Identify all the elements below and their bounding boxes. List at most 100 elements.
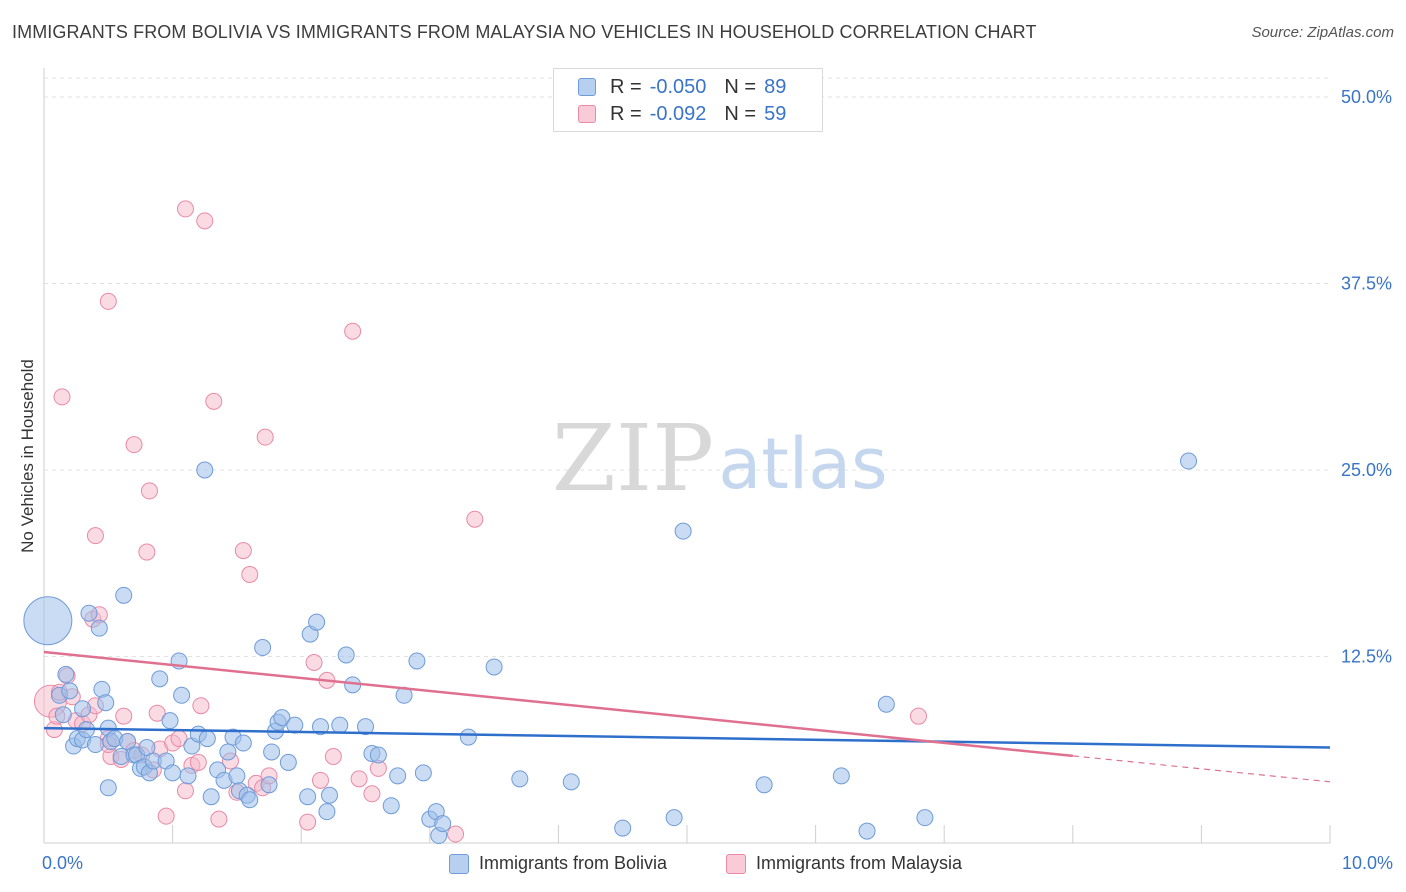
legend-n-label: N = — [724, 75, 757, 98]
watermark: ZIP atlas — [552, 405, 888, 512]
point-bolivia — [858, 822, 876, 840]
point-malaysia — [234, 542, 252, 560]
legend-r-value: -0.092 — [649, 102, 707, 125]
legend-label-malaysia: Immigrants from Malaysia — [756, 853, 963, 873]
point-malaysia — [909, 707, 927, 725]
legend-row-bolivia: R = -0.050 N = 89 — [578, 75, 786, 99]
point-bolivia — [219, 743, 237, 761]
point-bolivia — [241, 791, 259, 809]
point-bolivia — [74, 700, 92, 718]
point-bolivia — [311, 718, 329, 736]
point-malaysia — [196, 212, 214, 230]
point-malaysia — [99, 292, 117, 310]
point-bolivia — [86, 736, 104, 754]
y-tick-label: 37.5% — [1341, 274, 1392, 294]
y-tick-label: 25.0% — [1341, 460, 1392, 480]
point-malaysia — [311, 771, 329, 789]
point-bolivia — [179, 767, 197, 785]
y-tick-label: 12.5% — [1341, 647, 1392, 667]
point-bolivia — [202, 788, 220, 806]
point-bolivia — [382, 797, 400, 815]
point-bolivia — [54, 706, 72, 724]
point-bolivia — [299, 788, 317, 806]
point-bolivia — [832, 767, 850, 785]
legend-swatch-malaysia — [578, 105, 596, 123]
point-bolivia — [369, 746, 387, 764]
x-tick-label: 0.0% — [42, 853, 83, 873]
point-bolivia — [196, 461, 214, 479]
point-bolivia — [614, 819, 632, 837]
point-malaysia — [138, 543, 156, 561]
grid-lines — [44, 77, 1330, 657]
watermark-zip: ZIP — [552, 405, 714, 512]
point-bolivia — [434, 815, 452, 833]
legend-swatch-bolivia — [449, 853, 469, 874]
legend-n-value: 89 — [764, 75, 787, 98]
point-bolivia — [511, 770, 529, 788]
point-bolivia — [357, 718, 374, 736]
point-bolivia — [877, 695, 895, 713]
point-malaysia — [115, 707, 133, 725]
legend-r-label: R = — [610, 102, 642, 125]
point-bolivia — [665, 809, 683, 827]
point-malaysia — [125, 436, 143, 454]
point-malaysia — [447, 825, 465, 843]
point-malaysia — [205, 392, 223, 410]
point-malaysia — [176, 782, 194, 800]
point-malaysia — [256, 428, 274, 446]
series-legend: Immigrants from Bolivia Immigrants from … — [0, 851, 1406, 877]
point-malaysia — [189, 753, 207, 771]
point-bolivia — [115, 586, 133, 604]
point-bolivia — [337, 646, 355, 664]
y-tick-label: 50.0% — [1341, 87, 1392, 107]
data-points — [23, 200, 1198, 845]
point-bolivia — [90, 619, 108, 637]
point-bolivia — [308, 613, 326, 631]
point-malaysia — [157, 807, 175, 825]
point-bolivia — [80, 604, 98, 622]
point-malaysia — [148, 704, 166, 722]
point-bolivia — [99, 779, 117, 797]
point-bolivia — [279, 753, 297, 771]
point-malaysia — [140, 482, 158, 500]
legend-swatch-bolivia — [578, 78, 596, 96]
point-malaysia — [350, 770, 368, 788]
point-malaysia — [324, 747, 342, 765]
trend-line-malaysia — [43, 650, 1073, 758]
point-bolivia — [318, 803, 336, 821]
correlation-legend: R = -0.050 N = 89 R = -0.092 N = 59 — [553, 68, 823, 132]
point-malaysia — [53, 388, 71, 406]
legend-item-bolivia[interactable]: Immigrants from Bolivia — [449, 853, 667, 874]
legend-label-bolivia: Immigrants from Bolivia — [479, 853, 668, 873]
point-bolivia — [260, 776, 278, 794]
point-malaysia — [176, 200, 194, 218]
legend-row-malaysia: R = -0.092 N = 59 — [578, 102, 786, 126]
point-bolivia — [61, 682, 79, 700]
point-bolivia — [57, 665, 75, 683]
point-malaysia — [241, 565, 259, 583]
legend-n-label: N = — [724, 102, 757, 125]
tick-labels: 12.5% 25.0% 37.5% 50.0% 0.0% 10.0% — [42, 87, 1393, 873]
point-malaysia — [363, 785, 381, 803]
point-malaysia — [299, 813, 317, 831]
point-bolivia — [198, 730, 216, 748]
point-bolivia — [408, 652, 426, 670]
point-bolivia — [414, 764, 432, 782]
point-malaysia — [305, 653, 323, 671]
source-label: Source: ZipAtlas.com — [1251, 24, 1394, 41]
point-bolivia — [234, 734, 252, 752]
point-bolivia — [173, 686, 191, 704]
legend-item-malaysia[interactable]: Immigrants from Malaysia — [726, 853, 962, 874]
trend-lines — [43, 650, 1331, 783]
point-bolivia — [485, 658, 503, 676]
point-bolivia — [97, 694, 115, 712]
point-malaysia — [192, 697, 210, 715]
point-bolivia — [263, 743, 281, 761]
point-bolivia — [1180, 452, 1198, 470]
point-bolivia — [320, 786, 338, 804]
point-bolivia — [164, 764, 182, 782]
point-bolivia — [916, 809, 934, 827]
watermark-atlas: atlas — [718, 423, 887, 505]
legend-swatch-malaysia — [726, 853, 746, 874]
